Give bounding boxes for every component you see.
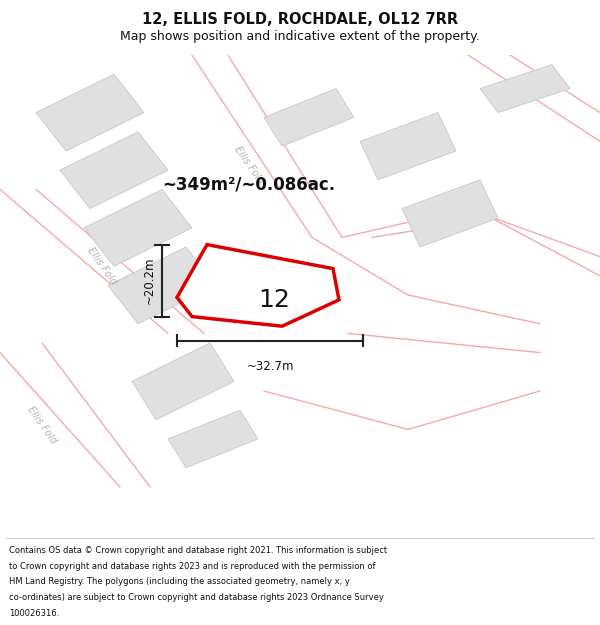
- Polygon shape: [177, 244, 339, 326]
- Text: ~32.7m: ~32.7m: [246, 360, 294, 372]
- Polygon shape: [168, 410, 258, 468]
- Text: Map shows position and indicative extent of the property.: Map shows position and indicative extent…: [120, 30, 480, 43]
- Text: HM Land Registry. The polygons (including the associated geometry, namely x, y: HM Land Registry. The polygons (includin…: [9, 578, 350, 586]
- Polygon shape: [84, 189, 192, 266]
- Polygon shape: [480, 64, 570, 112]
- Text: Ellis Fold: Ellis Fold: [26, 404, 58, 445]
- Text: ~349m²/~0.086ac.: ~349m²/~0.086ac.: [162, 176, 335, 194]
- Polygon shape: [60, 132, 168, 209]
- Text: Ellis Fold: Ellis Fold: [233, 145, 265, 186]
- Polygon shape: [132, 343, 234, 420]
- Text: Contains OS data © Crown copyright and database right 2021. This information is : Contains OS data © Crown copyright and d…: [9, 546, 387, 555]
- Text: 100026316.: 100026316.: [9, 609, 59, 618]
- Text: 12, ELLIS FOLD, ROCHDALE, OL12 7RR: 12, ELLIS FOLD, ROCHDALE, OL12 7RR: [142, 12, 458, 27]
- Text: Ellis Fold: Ellis Fold: [86, 246, 118, 287]
- Polygon shape: [216, 266, 300, 324]
- Polygon shape: [360, 112, 456, 180]
- Text: 12: 12: [258, 289, 290, 312]
- Text: co-ordinates) are subject to Crown copyright and database rights 2023 Ordnance S: co-ordinates) are subject to Crown copyr…: [9, 593, 384, 602]
- Polygon shape: [264, 89, 354, 146]
- Text: ~20.2m: ~20.2m: [142, 257, 155, 304]
- Polygon shape: [108, 247, 216, 324]
- Polygon shape: [36, 74, 144, 151]
- Text: to Crown copyright and database rights 2023 and is reproduced with the permissio: to Crown copyright and database rights 2…: [9, 561, 376, 571]
- Polygon shape: [402, 180, 498, 247]
